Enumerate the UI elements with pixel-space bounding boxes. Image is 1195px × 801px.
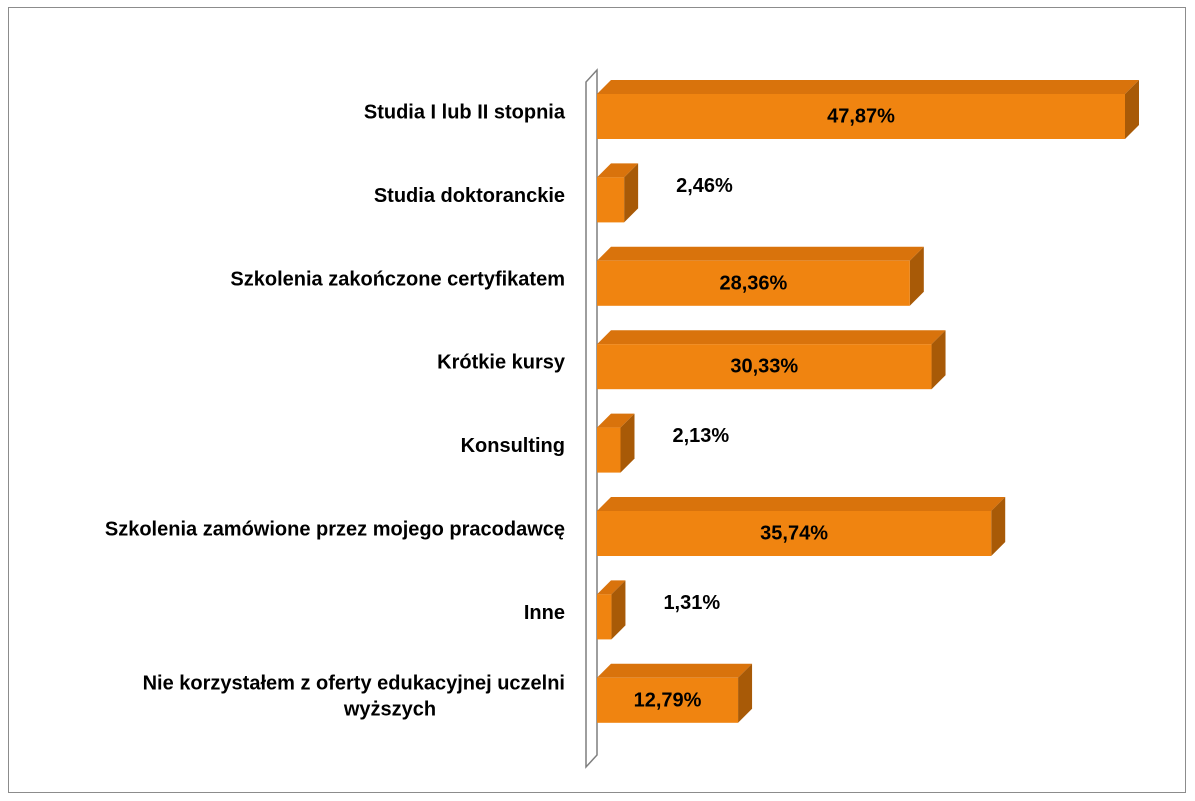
data-label: 47,87% — [827, 106, 895, 128]
bar-side-face — [738, 663, 753, 723]
data-label: 1,31% — [663, 592, 720, 614]
category-label: Szkolenia zamówione przez mojego pracoda… — [105, 519, 565, 541]
bar-front-face — [597, 594, 612, 640]
labels-group: 47,87% Studia I lub II stopnia 2,46% Studia… — [105, 102, 895, 721]
bar-front-face — [597, 177, 625, 223]
bar-top-face — [597, 413, 635, 428]
data-label: 2,13% — [672, 425, 729, 447]
category-label: Nie korzystałem z oferty edukacyjnej ucz… — [143, 672, 565, 720]
bar-top-face — [597, 497, 1006, 511]
bar-side-face — [931, 330, 946, 390]
bar — [597, 413, 635, 473]
bar-front-face — [597, 427, 621, 473]
bar-front-face — [597, 677, 739, 723]
bar — [597, 580, 626, 640]
bar-side-face — [611, 580, 626, 640]
bar — [597, 163, 639, 223]
bar-top-face — [597, 80, 1139, 94]
bar-top-face — [597, 163, 639, 178]
bar-side-face — [624, 163, 639, 223]
category-label: Szkolenia zakończone certyfikatem — [230, 268, 565, 290]
axis-wall-panel — [585, 68, 598, 769]
data-label: 30,33% — [730, 356, 798, 378]
bar-front-face — [597, 260, 910, 306]
bar — [597, 246, 924, 306]
bar — [597, 80, 1139, 139]
bar-top-face — [597, 246, 924, 261]
bar-front-face — [597, 511, 992, 556]
axis-wall — [585, 68, 598, 769]
bar-side-face — [1125, 80, 1139, 139]
category-label-line: Nie korzystałem z oferty edukacyjnej ucz… — [143, 672, 565, 694]
category-label: Studia doktoranckie — [374, 185, 565, 207]
category-label: Konsulting — [461, 435, 565, 457]
bar-top-face — [597, 663, 753, 678]
bar-side-face — [620, 413, 635, 473]
data-label: 28,36% — [719, 272, 787, 294]
bar-top-face — [597, 330, 946, 345]
category-label: Studia I lub II stopnia — [364, 102, 566, 124]
bar-side-face — [991, 497, 1006, 556]
data-label: 35,74% — [760, 523, 828, 545]
category-label: Inne — [524, 602, 565, 624]
bar-side-face — [909, 246, 924, 306]
data-label: 2,46% — [676, 175, 733, 197]
bar — [597, 330, 946, 390]
bar — [597, 497, 1006, 556]
data-label: 12,79% — [634, 689, 702, 711]
category-label: Krótkie kursy — [437, 352, 566, 374]
bar — [597, 663, 753, 723]
category-label-line: wyższych — [343, 698, 436, 720]
bar-front-face — [597, 94, 1125, 139]
bar-top-face — [597, 580, 626, 595]
bars-group — [597, 80, 1139, 723]
bar-front-face — [597, 344, 932, 390]
